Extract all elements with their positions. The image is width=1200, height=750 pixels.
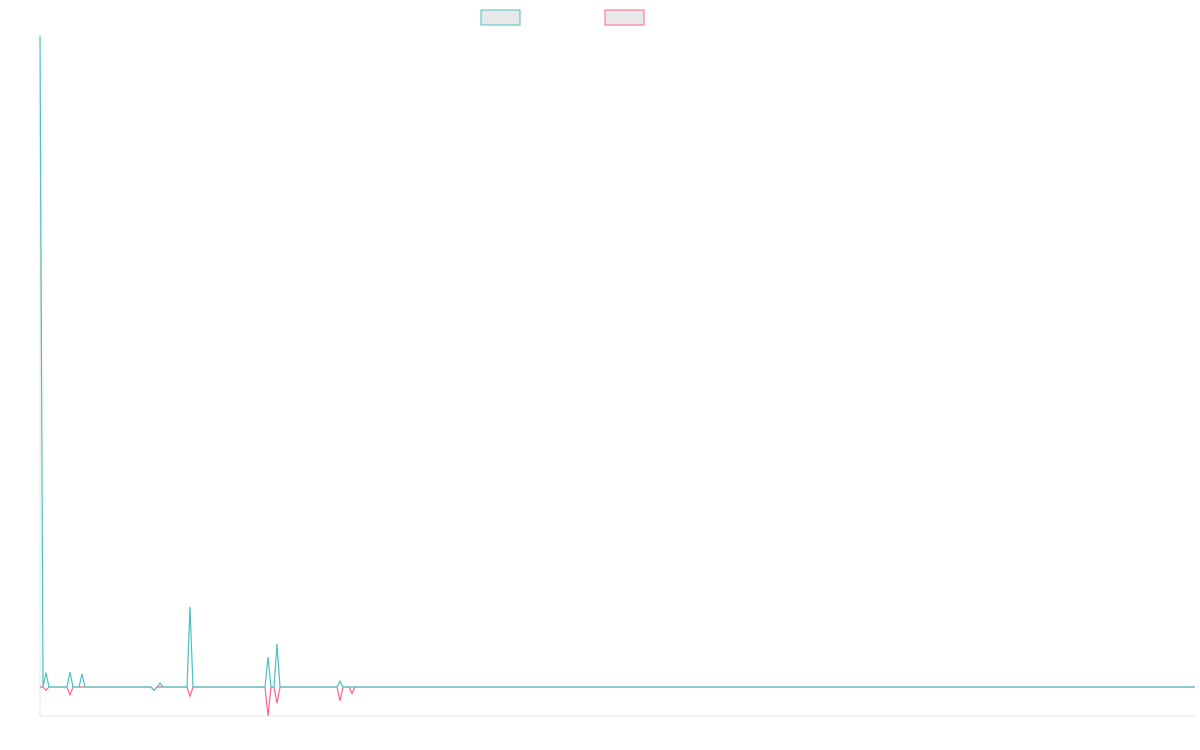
- legend-swatch[interactable]: [480, 9, 521, 26]
- series-line: [40, 686, 1195, 716]
- legend-swatch[interactable]: [604, 9, 645, 26]
- series-line: [39, 35, 1195, 692]
